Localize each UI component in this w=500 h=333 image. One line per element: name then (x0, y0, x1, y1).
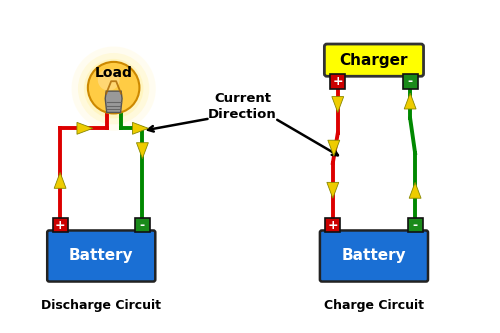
Text: Current
Direction: Current Direction (208, 92, 277, 121)
Text: -: - (408, 75, 412, 88)
Bar (52, 217, 68, 232)
Bar (402, 74, 417, 89)
Polygon shape (77, 122, 93, 134)
Text: -: - (412, 218, 418, 231)
Polygon shape (409, 182, 421, 198)
Bar (330, 74, 345, 89)
Text: Discharge Circuit: Discharge Circuit (42, 299, 162, 312)
Polygon shape (404, 93, 416, 109)
Circle shape (78, 53, 150, 124)
Circle shape (98, 69, 120, 91)
Text: Battery: Battery (342, 248, 406, 263)
Text: +: + (328, 218, 338, 231)
Text: -: - (140, 218, 145, 231)
Circle shape (88, 62, 140, 114)
Polygon shape (332, 97, 344, 113)
Bar (326, 217, 340, 232)
Bar (135, 217, 150, 232)
FancyBboxPatch shape (320, 230, 428, 281)
Circle shape (84, 59, 144, 119)
FancyBboxPatch shape (324, 44, 424, 76)
Bar (408, 217, 422, 232)
Polygon shape (54, 172, 66, 188)
Text: +: + (55, 218, 66, 231)
Polygon shape (328, 140, 340, 156)
Circle shape (72, 47, 156, 131)
Polygon shape (132, 122, 148, 134)
Text: Charge Circuit: Charge Circuit (324, 299, 424, 312)
Text: +: + (332, 75, 343, 88)
Polygon shape (327, 182, 339, 198)
Polygon shape (105, 91, 122, 113)
Polygon shape (136, 143, 148, 159)
FancyBboxPatch shape (47, 230, 156, 281)
Text: Charger: Charger (340, 53, 408, 68)
Text: Load: Load (94, 66, 132, 80)
Text: Battery: Battery (69, 248, 134, 263)
